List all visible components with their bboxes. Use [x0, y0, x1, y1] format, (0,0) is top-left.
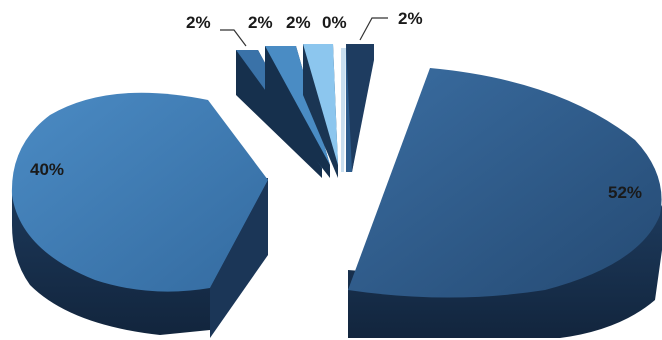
data-label-40: 40% — [30, 160, 64, 179]
leader-lines — [220, 17, 388, 47]
pie-slice-small-2 — [265, 46, 330, 178]
pie-slice-small-3 — [303, 44, 338, 178]
pie-slice-40 — [11, 92, 269, 338]
pie-slice-small-4 — [341, 48, 346, 172]
data-label-small-3: 2% — [286, 13, 311, 32]
data-label-52: 52% — [608, 183, 642, 202]
data-label-small-1: 2% — [186, 13, 211, 32]
data-label-small-4: 0% — [322, 13, 347, 32]
data-label-small-2: 2% — [248, 13, 273, 32]
pie-slice-small-5 — [346, 44, 374, 172]
pie-slice-52 — [348, 68, 662, 338]
data-label-small-5: 2% — [398, 9, 423, 28]
